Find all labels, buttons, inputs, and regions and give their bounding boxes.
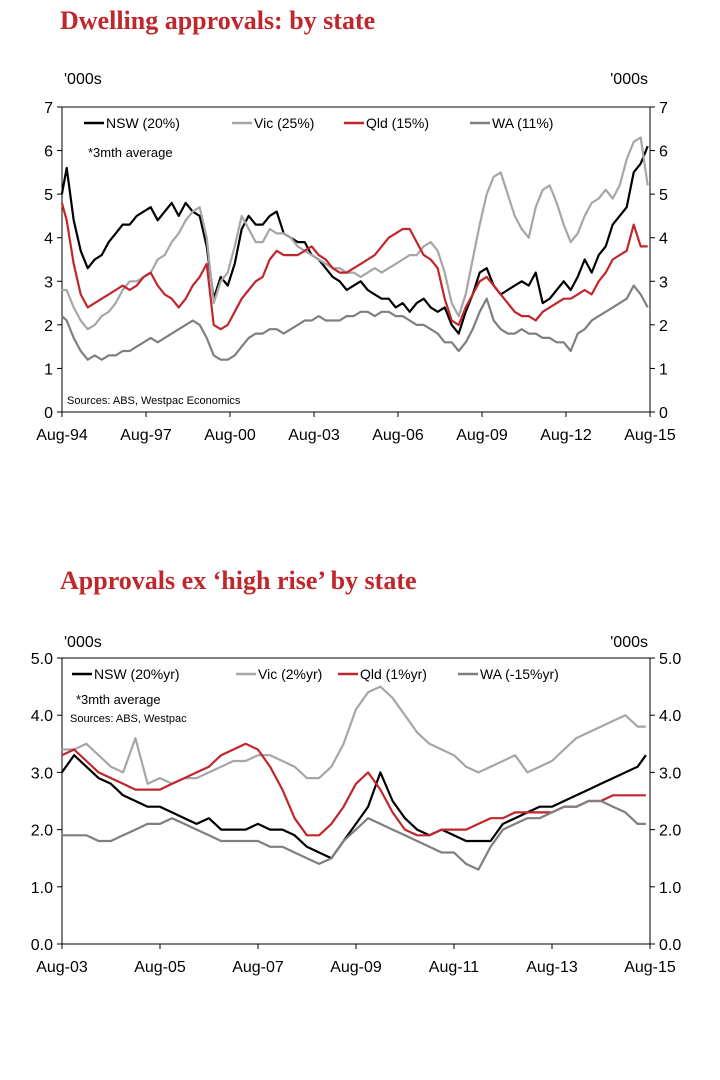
chart-1-plot-frame: [61, 106, 651, 413]
chart-2-note: *3mth average: [76, 692, 161, 707]
chart-2-xtick-label: Aug-05: [134, 959, 186, 976]
chart-1-series-line-qld: [60, 202, 648, 331]
chart-1-ytick-label-left: 1: [44, 361, 53, 378]
chart-1-series-line-wa: [61, 284, 649, 361]
chart-1-xtick-label: Aug-00: [204, 427, 256, 444]
chart-1-unit-label-left: '000s: [64, 71, 102, 88]
chart-1-legend-label-qld: Qld (15%): [366, 115, 429, 131]
chart-1-ytick-label-left: 5: [44, 187, 53, 204]
chart-1-ytick-label-left: 2: [44, 318, 53, 335]
chart-1-legend-label-nsw: NSW (20%): [106, 115, 180, 131]
chart-1-xtick-label: Aug-94: [36, 427, 88, 444]
chart-2-xtick-label: Aug-07: [232, 959, 284, 976]
chart-2-ytick-label-right: 4.0: [659, 708, 681, 725]
chart-1-ytick-label-right: 6: [659, 144, 668, 161]
chart-2-source: Sources: ABS, Westpac: [70, 713, 187, 725]
chart-1-ytick-label-left: 0: [44, 405, 53, 422]
chart-1-series-line-vic: [61, 136, 649, 331]
chart-1-xtick-label: Aug-09: [456, 427, 508, 444]
chart-2-legend-label-wa: WA (-15%yr): [480, 666, 559, 682]
chart-2-legend-label-qld: Qld (1%yr): [360, 666, 427, 682]
chart-2-ytick-label-right: 1.0: [659, 880, 681, 897]
chart-1-ytick-label-right: 1: [659, 361, 668, 378]
chart-1-ytick-label-right: 7: [659, 100, 668, 117]
chart-1-series-line-nsw: [60, 145, 649, 335]
chart-2-unit-label-left: '000s: [64, 634, 102, 651]
chart-1-ytick-label-right: 2: [659, 318, 668, 335]
chart-1-ytick-label-right: 3: [659, 274, 668, 291]
chart-1-xtick-label: Aug-06: [372, 427, 424, 444]
chart-1-legend-label-wa: WA (11%): [492, 115, 553, 131]
chart-2-legend-label-nsw: NSW (20%yr): [94, 666, 180, 682]
chart-2-xtick-label: Aug-09: [330, 959, 382, 976]
chart-2-ytick-label-left: 5.0: [31, 651, 53, 668]
chart-2-series-line-nsw: [61, 754, 647, 860]
chart-2-ytick-label-right: 5.0: [659, 651, 681, 668]
chart-2-ytick-label-right: 0.0: [659, 937, 681, 954]
chart-1-xtick-label: Aug-12: [540, 427, 592, 444]
chart-1-note: *3mth average: [88, 145, 173, 160]
chart-2-unit-label-right: '000s: [610, 634, 648, 651]
chart-2-ytick-label-right: 3.0: [659, 765, 681, 782]
chart-2-xtick-label: Aug-13: [526, 959, 578, 976]
chart-2-ytick-label-left: 3.0: [31, 765, 53, 782]
chart-2-legend-label-vic: Vic (2%yr): [258, 666, 322, 682]
chart-1-ytick-label-right: 4: [659, 231, 668, 248]
chart-1-legend-label-vic: Vic (25%): [254, 115, 314, 131]
chart-2-xtick-label: Aug-11: [429, 959, 480, 976]
chart-1-ytick-label-left: 3: [44, 274, 53, 291]
chart-2-ytick-label-right: 2.0: [659, 823, 681, 840]
chart-1-ytick-label-right: 5: [659, 187, 668, 204]
chart-1-ytick-label-left: 7: [44, 100, 53, 117]
chart-1-xtick-label: Aug-15: [624, 427, 676, 444]
chart-1-ytick-label-right: 0: [659, 405, 668, 422]
chart-1-svg: '000s '000s 0 0 1 1 2 2 3 3 4 4 5 5 6 6 7 7 Aug-94 Aug-97 Au…: [36, 71, 676, 444]
chart-1-ytick-label-left: 4: [44, 231, 53, 248]
chart-2-series-line-vic: [61, 685, 646, 785]
chart-2-xtick-label: Aug-03: [36, 959, 88, 976]
chart-2-svg: '000s '000s 0.0 0.0 1.0 1.0 2.0 2.0 3.0 3.0 4.0 4.0…: [31, 634, 682, 976]
chart-2-ytick-label-left: 0.0: [31, 937, 53, 954]
chart-1-xtick-label: Aug-03: [288, 427, 340, 444]
chart-1-title: Dwelling approvals: by state: [60, 6, 376, 35]
chart-2-series-line-qld: [61, 742, 646, 837]
chart-1-source: Sources: ABS, Westpac Economics: [67, 395, 241, 407]
chart-2-title: Approvals ex ‘high rise’ by state: [60, 566, 417, 595]
chart-2-xtick-label: Aug-15: [624, 959, 676, 976]
chart-1-unit-label-right: '000s: [610, 71, 648, 88]
chart-1-ytick-label-left: 6: [44, 144, 53, 161]
chart-1-xtick-label: Aug-97: [120, 427, 172, 444]
chart-2-ytick-label-left: 4.0: [31, 708, 53, 725]
chart-2-series-line-wa: [61, 799, 646, 871]
chart-2-ytick-label-left: 1.0: [31, 880, 53, 897]
chart-2-ytick-label-left: 2.0: [31, 823, 53, 840]
